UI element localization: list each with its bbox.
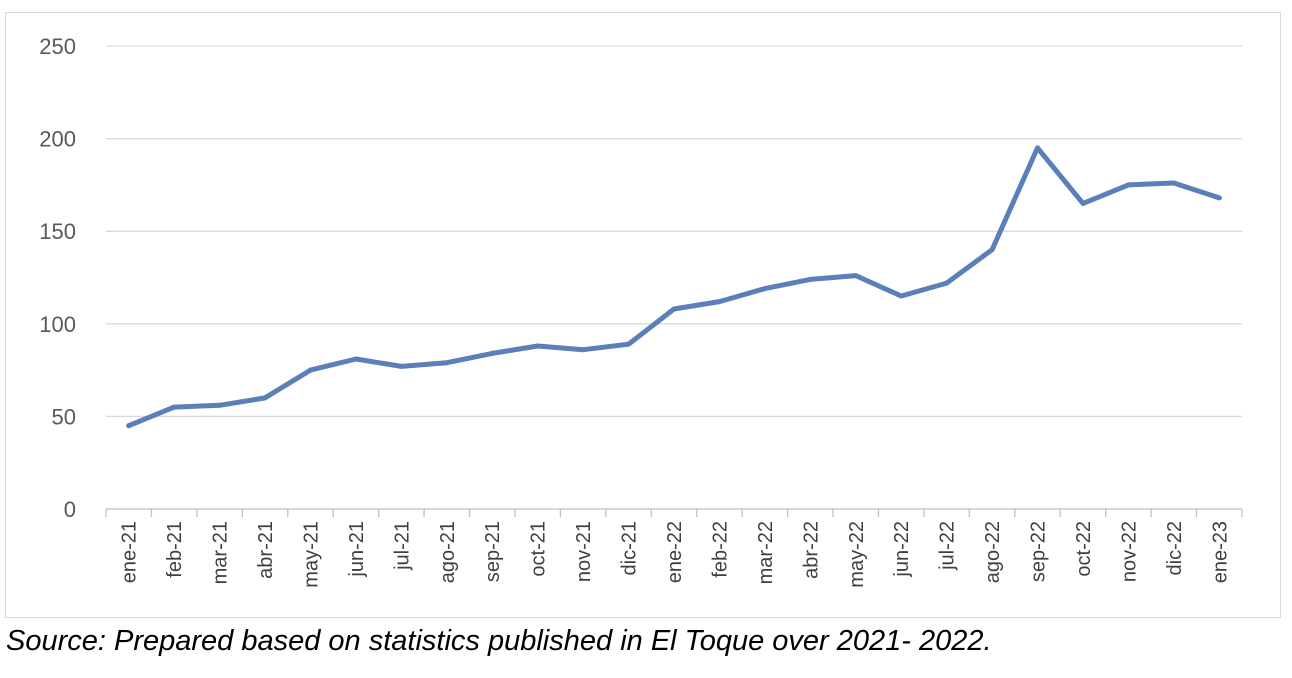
x-tick-label: ene-21 xyxy=(119,521,141,583)
x-tick-label: abr-22 xyxy=(800,521,822,579)
data-point xyxy=(853,273,859,279)
data-point xyxy=(171,404,177,410)
data-point xyxy=(1080,200,1086,206)
x-tick-label: jul-21 xyxy=(391,521,413,571)
x-tick-label: oct-21 xyxy=(528,521,550,577)
data-point xyxy=(444,360,450,366)
x-tick-label: jun-21 xyxy=(346,521,368,578)
y-tick-label: 100 xyxy=(39,312,76,337)
x-tick-label: oct-22 xyxy=(1073,521,1095,577)
data-point xyxy=(217,402,223,408)
data-point xyxy=(807,276,813,282)
series-line xyxy=(126,145,1222,429)
x-tick-label: sep-21 xyxy=(482,521,504,582)
data-point xyxy=(1125,182,1131,188)
x-tick-label: dic-21 xyxy=(619,521,641,575)
data-point xyxy=(126,423,132,429)
x-tick-label: feb-22 xyxy=(709,521,731,578)
x-tick-label: mar-22 xyxy=(755,521,777,584)
y-tick-label: 50 xyxy=(52,404,76,429)
x-tick-label: nov-22 xyxy=(1118,521,1140,582)
data-point xyxy=(1216,195,1222,201)
chart-frame: 0 50 100 150 200 250 ene-21 feb-21 mar-21 abr-21… xyxy=(5,12,1281,618)
x-tick-label: ago-21 xyxy=(437,521,459,583)
x-tick-label: dic-22 xyxy=(1164,521,1186,575)
source-caption: Source: Prepared based on statistics pub… xyxy=(6,625,992,657)
gridlines xyxy=(106,45,1242,418)
x-axis-ticks: ene-21 feb-21 mar-21 abr-21 may-21 jun-21 jul-… xyxy=(119,521,1232,588)
data-point xyxy=(398,363,404,369)
x-tick-label: may-22 xyxy=(846,521,868,588)
data-point xyxy=(535,343,541,349)
data-point xyxy=(1035,145,1041,151)
data-point xyxy=(580,347,586,353)
x-tick-label: may-21 xyxy=(300,521,322,588)
x-axis xyxy=(105,508,1243,517)
x-tick-label: abr-21 xyxy=(255,521,277,579)
x-tick-label: ago-22 xyxy=(982,521,1004,583)
y-axis-ticks: 0 50 100 150 200 250 xyxy=(39,34,76,522)
x-tick-label: nov-21 xyxy=(573,521,595,582)
data-point xyxy=(716,299,722,305)
data-point xyxy=(262,395,268,401)
data-point xyxy=(626,341,632,347)
y-tick-label: 250 xyxy=(39,34,76,59)
y-tick-label: 200 xyxy=(39,127,76,152)
data-point xyxy=(944,280,950,286)
data-point xyxy=(353,356,359,362)
data-point xyxy=(989,247,995,253)
x-tick-label: sep-22 xyxy=(1028,521,1050,582)
series-layer xyxy=(126,145,1222,429)
x-tick-label: ene-22 xyxy=(664,521,686,583)
x-tick-label: ene-23 xyxy=(1209,521,1231,583)
y-tick-label: 0 xyxy=(64,497,76,522)
data-point xyxy=(898,293,904,299)
x-tick-label: feb-21 xyxy=(164,521,186,578)
data-point xyxy=(762,286,768,292)
data-point xyxy=(489,350,495,356)
y-tick-label: 150 xyxy=(39,219,76,244)
line-chart: 0 50 100 150 200 250 ene-21 feb-21 mar-21 abr-21… xyxy=(39,34,1243,588)
x-tick-label: jul-22 xyxy=(937,521,959,571)
data-point xyxy=(307,367,313,373)
x-tick-label: mar-21 xyxy=(210,521,232,584)
data-point xyxy=(671,306,677,312)
x-tick-label: jun-22 xyxy=(891,521,913,578)
data-point xyxy=(1171,180,1177,186)
